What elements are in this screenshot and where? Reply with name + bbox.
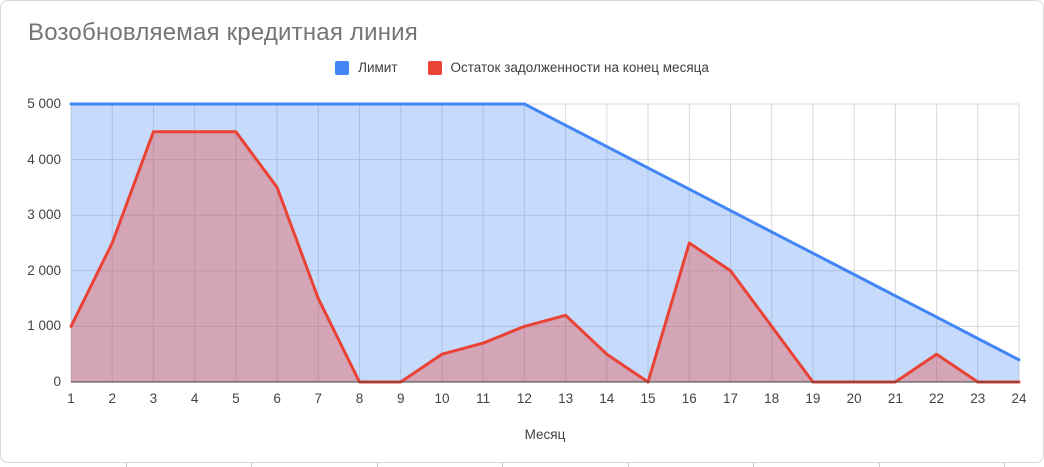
sheet-column-gridline (125, 463, 127, 467)
x-axis-tick-label: 9 (396, 391, 405, 406)
x-axis-tick-label: 21 (887, 391, 903, 406)
x-axis-tick-label: 17 (722, 391, 738, 406)
y-axis-tick-label: 0 (53, 374, 61, 389)
y-axis-tick-label: 1 000 (27, 318, 61, 334)
sheet-column-gridline (251, 463, 252, 467)
legend-item-balance[interactable]: Остаток задолженности на конец месяца (427, 60, 709, 75)
chart-title: Возобновляемая кредитная линия (28, 19, 418, 46)
x-axis-tick-label: 14 (599, 391, 615, 406)
legend-swatch-balance-icon (427, 60, 442, 75)
y-axis-tick-label: 3 000 (27, 207, 61, 223)
x-axis-tick-label: 4 (190, 391, 199, 406)
x-axis-tick-label: 2 (108, 391, 116, 406)
x-axis-tick-label: 23 (970, 391, 986, 406)
y-axis-tick-label: 5 000 (27, 96, 61, 111)
series-area-limit (71, 104, 1019, 382)
legend-swatch-limit-icon (335, 60, 350, 75)
sheet-column-gridline (502, 463, 503, 467)
x-axis-tick-label: 13 (558, 391, 574, 406)
x-axis-tick-label: 16 (681, 391, 697, 406)
y-axis-tick-label: 2 000 (27, 262, 61, 278)
x-axis-tick-label: 1 (67, 391, 75, 406)
x-axis-tick-label: 8 (355, 391, 364, 406)
sheet-column-gridline (1004, 463, 1005, 467)
x-axis-tick-label: 6 (273, 391, 281, 406)
sheet-column-gridline (878, 463, 880, 467)
legend-item-limit[interactable]: Лимит (335, 60, 398, 75)
x-axis-tick-label: 22 (929, 391, 945, 406)
sheet-column-gridline (627, 463, 629, 467)
sheet-column-gridline (753, 463, 754, 467)
x-axis-tick-label: 7 (314, 391, 323, 406)
x-axis-tick-label: 15 (640, 391, 656, 406)
legend: Лимит Остаток задолженности на конец мес… (1, 60, 1043, 75)
x-axis-tick-label: 20 (846, 391, 862, 406)
legend-label-limit: Лимит (358, 60, 398, 75)
x-axis-tick-label: 24 (1011, 391, 1027, 406)
x-axis-title: Месяц (524, 427, 566, 442)
series-line-limit (69, 102, 1021, 362)
series-area-balance (71, 131, 1019, 382)
x-axis-tick-label: 11 (476, 391, 491, 406)
legend-label-balance: Остаток задолженности на конец месяца (450, 60, 709, 75)
x-axis-tick-label: 3 (149, 391, 158, 406)
x-axis-tick-label: 19 (805, 391, 821, 406)
y-axis-tick-label: 4 000 (27, 151, 61, 167)
x-axis-tick-label: 10 (434, 391, 450, 406)
sheet-column-gridline (376, 463, 378, 467)
x-axis-tick-label: 5 (232, 391, 240, 406)
x-axis-tick-label: 18 (764, 391, 780, 406)
x-axis-tick-label: 12 (516, 391, 532, 406)
